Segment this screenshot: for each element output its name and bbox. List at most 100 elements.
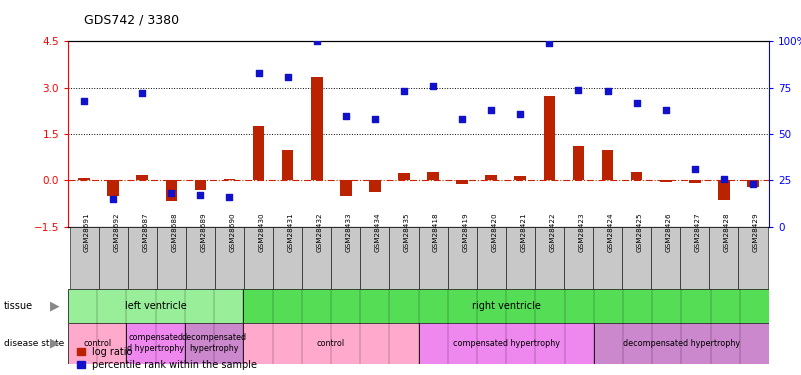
Point [485,107,497,113]
Text: ▶: ▶ [50,299,59,312]
Bar [398,173,410,180]
Bar [99,227,127,289]
Bar [739,227,767,289]
Point [107,196,119,202]
Bar [651,227,680,289]
Bar [68,289,244,322]
Text: GSM28690: GSM28690 [230,212,235,252]
Bar [253,126,264,180]
Text: GSM28423: GSM28423 [578,212,585,252]
Bar [689,180,701,183]
Bar [369,180,380,192]
Point [340,112,352,118]
Bar [186,227,215,289]
Point [630,99,643,105]
Bar [710,227,739,289]
Bar [505,227,535,289]
Bar [360,227,389,289]
Point [368,116,381,122]
Text: GSM28419: GSM28419 [462,212,468,252]
Text: tissue: tissue [4,301,33,310]
Text: GSM28691: GSM28691 [84,212,90,252]
Point [78,98,91,104]
Text: GSM28425: GSM28425 [637,212,642,252]
Bar [544,96,555,180]
Text: left ventricle: left ventricle [125,301,187,310]
Bar [564,227,593,289]
Text: GSM28420: GSM28420 [491,212,497,252]
Bar [78,178,90,180]
Point [456,116,469,122]
Text: GSM28692: GSM28692 [113,212,119,252]
Point [310,38,323,44]
Point [572,87,585,93]
Point [252,70,265,76]
Bar [747,180,759,187]
Point [718,176,731,181]
Text: GSM28426: GSM28426 [666,212,672,252]
Bar [136,175,148,180]
Bar [660,180,671,182]
Text: GSM28427: GSM28427 [694,212,701,252]
Point [514,111,527,117]
Bar [68,322,127,364]
Bar [223,179,235,180]
Bar [282,150,293,180]
Point [223,194,236,200]
Bar [166,180,177,201]
Bar [680,227,710,289]
Text: GSM28687: GSM28687 [143,212,148,252]
Text: control: control [83,339,111,348]
Text: GSM28422: GSM28422 [549,212,555,252]
Text: disease state: disease state [4,339,64,348]
Legend: log ratio, percentile rank within the sample: log ratio, percentile rank within the sa… [73,343,261,374]
Text: GSM28432: GSM28432 [316,212,323,252]
Bar [244,227,273,289]
Text: GSM28433: GSM28433 [346,212,352,252]
Text: GSM28424: GSM28424 [607,212,614,252]
Point [165,190,178,196]
Point [397,88,410,94]
Bar [477,227,505,289]
Bar [244,322,418,364]
Bar [602,150,614,180]
Text: GSM28431: GSM28431 [288,212,294,252]
Bar [535,227,564,289]
Text: ▶: ▶ [50,337,59,350]
Text: GDS742 / 3380: GDS742 / 3380 [84,13,179,26]
Bar [718,180,730,200]
Point [194,192,207,198]
Bar [485,175,497,180]
Point [688,166,701,172]
Bar [215,227,244,289]
Text: GSM28688: GSM28688 [171,212,177,252]
Bar [185,322,244,364]
Text: compensated hypertrophy: compensated hypertrophy [453,339,560,348]
Bar [514,176,526,180]
Bar [631,172,642,180]
Bar [244,289,769,322]
Text: GSM28418: GSM28418 [433,212,439,252]
Bar [273,227,302,289]
Bar [332,227,360,289]
Text: GSM28428: GSM28428 [724,212,730,252]
Bar [448,227,477,289]
Bar [311,77,323,180]
Text: GSM28434: GSM28434 [375,212,381,252]
Bar [302,227,332,289]
Bar [127,227,157,289]
Bar [622,227,651,289]
Bar [195,180,206,190]
Point [659,107,672,113]
Bar [418,227,448,289]
Bar [594,322,769,364]
Text: GSM28429: GSM28429 [753,212,759,252]
Text: GSM28435: GSM28435 [404,212,410,252]
Bar [427,172,439,180]
Point [543,40,556,46]
Text: GSM28421: GSM28421 [521,212,526,252]
Bar [157,227,186,289]
Text: GSM28430: GSM28430 [259,212,264,252]
Point [136,90,149,96]
Bar [107,180,119,196]
